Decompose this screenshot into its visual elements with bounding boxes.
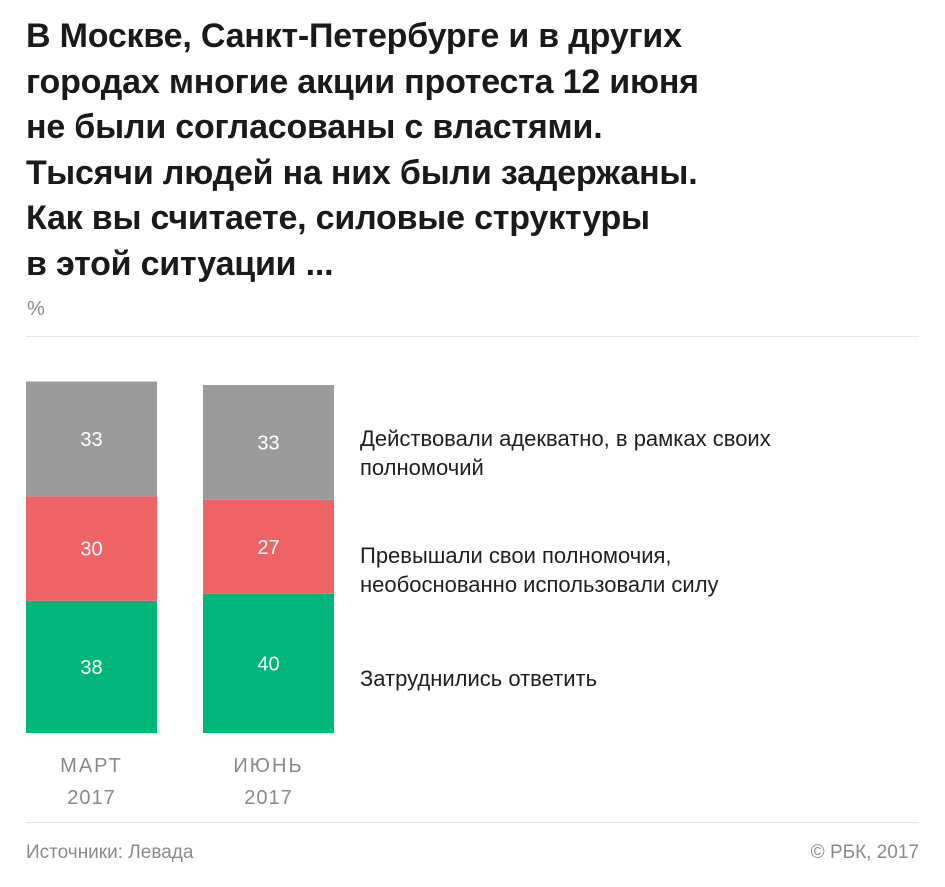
- stacked-bar-chart: 38 30 33 МАРТ 2017 40 27 33 ИЮНЬ 2017: [26, 381, 334, 809]
- copyright: © РБК, 2017: [810, 842, 919, 863]
- unit-label: %: [27, 298, 45, 320]
- top-divider: [26, 336, 919, 337]
- bar-value-label-1-3: 33: [80, 429, 102, 451]
- bar-value-label-2-3: 33: [257, 432, 279, 454]
- category-label-2-line-2: 2017: [244, 787, 293, 809]
- category-label-1-line-2: 2017: [67, 787, 116, 809]
- bar-segment-1-1: [26, 600, 157, 733]
- bar-value-label-2-2: 27: [257, 537, 279, 559]
- bar-segment-2-1: [203, 593, 334, 733]
- bar-segment-2-2: [203, 499, 334, 594]
- chart-title: В Москве, Санкт-Петербурге и в других го…: [26, 17, 699, 283]
- bar-value-label-1-2: 30: [80, 539, 102, 561]
- legend-label-adequate: Действовали адекватно, в рамках своих по…: [360, 426, 771, 480]
- bar-segment-1-2: [26, 496, 157, 601]
- category-label-2-line-1: ИЮНЬ: [233, 755, 303, 777]
- bar-value-label-2-1: 40: [257, 653, 279, 675]
- bottom-divider: [26, 822, 919, 823]
- bar-segment-1-3: [26, 381, 157, 497]
- legend-label-exceeded: Превышали свои полномочия, необоснованно…: [360, 543, 719, 597]
- category-label-1-line-1: МАРТ: [60, 755, 123, 777]
- bar-value-label-1-1: 38: [80, 657, 102, 679]
- bar-segment-2-3: [203, 385, 334, 500]
- legend-label-undecided: Затруднились ответить: [360, 666, 598, 691]
- source-note: Источники: Левада: [26, 842, 194, 863]
